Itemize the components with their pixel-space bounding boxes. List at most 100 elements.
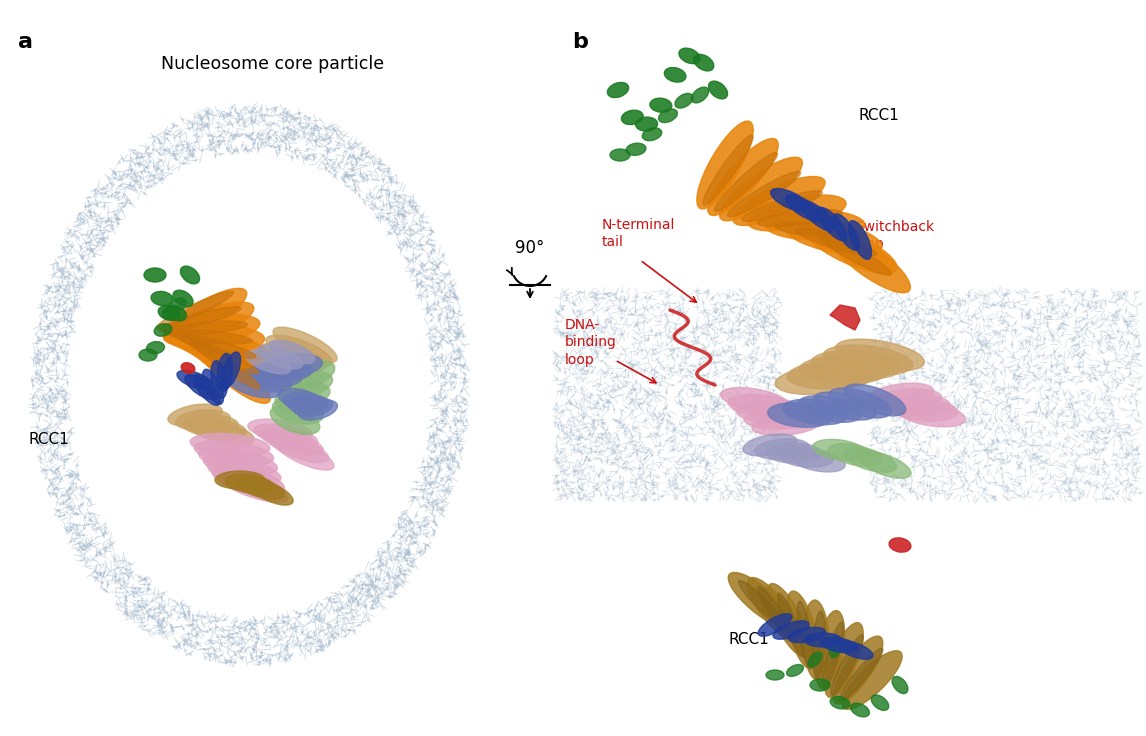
Ellipse shape [767,584,809,657]
Ellipse shape [747,578,801,643]
Ellipse shape [203,369,223,404]
Ellipse shape [784,219,882,255]
Ellipse shape [285,361,335,389]
Ellipse shape [778,593,804,657]
Ellipse shape [678,48,700,63]
Ellipse shape [246,358,316,381]
Ellipse shape [194,375,220,406]
Ellipse shape [766,210,865,240]
Ellipse shape [845,384,905,416]
Ellipse shape [248,364,303,386]
Ellipse shape [185,375,217,400]
Ellipse shape [607,82,629,98]
Ellipse shape [825,623,863,698]
Ellipse shape [170,298,187,312]
Ellipse shape [258,359,313,381]
Ellipse shape [733,177,825,225]
Ellipse shape [288,395,328,413]
Ellipse shape [181,363,195,373]
Ellipse shape [821,637,857,653]
Ellipse shape [198,447,277,474]
Ellipse shape [759,614,792,636]
Ellipse shape [156,291,234,329]
Ellipse shape [804,224,897,274]
Ellipse shape [621,110,643,124]
Ellipse shape [874,389,942,411]
Ellipse shape [267,434,329,462]
Ellipse shape [892,676,908,693]
Ellipse shape [207,461,284,492]
Ellipse shape [776,222,861,238]
Ellipse shape [774,620,809,640]
Ellipse shape [155,324,172,336]
Ellipse shape [817,208,847,241]
Ellipse shape [675,93,693,108]
Ellipse shape [270,406,320,434]
Ellipse shape [246,479,293,505]
Ellipse shape [299,400,337,420]
Ellipse shape [187,336,270,389]
Ellipse shape [736,401,806,423]
Ellipse shape [738,581,787,629]
Ellipse shape [215,471,265,489]
Ellipse shape [871,695,889,710]
Ellipse shape [783,400,847,425]
Ellipse shape [165,305,187,321]
Ellipse shape [889,538,911,552]
Ellipse shape [203,455,281,484]
Ellipse shape [259,343,327,371]
Ellipse shape [835,339,925,371]
Ellipse shape [173,290,193,307]
Ellipse shape [238,368,292,392]
Ellipse shape [254,424,317,448]
Ellipse shape [282,371,332,397]
Text: RCC1: RCC1 [728,632,769,647]
Ellipse shape [183,415,238,435]
Ellipse shape [743,434,798,456]
Ellipse shape [273,328,337,363]
Ellipse shape [823,345,912,375]
Ellipse shape [728,394,798,417]
Ellipse shape [816,611,845,690]
Ellipse shape [720,158,802,221]
Ellipse shape [191,420,246,440]
Ellipse shape [181,336,259,374]
Ellipse shape [748,195,846,231]
Ellipse shape [786,591,818,669]
Ellipse shape [808,652,822,667]
Ellipse shape [180,334,270,376]
Ellipse shape [866,383,934,407]
Ellipse shape [801,201,834,231]
Ellipse shape [839,648,882,701]
Ellipse shape [269,340,315,364]
Ellipse shape [691,87,708,103]
Text: Switchback
loop: Switchback loop [855,220,934,251]
Ellipse shape [843,447,896,473]
Ellipse shape [147,342,165,354]
Ellipse shape [190,339,260,389]
Ellipse shape [728,171,801,216]
Ellipse shape [163,289,246,342]
Ellipse shape [245,350,291,374]
Ellipse shape [829,444,882,467]
Text: a: a [18,32,33,52]
Ellipse shape [758,587,796,644]
Ellipse shape [882,394,950,416]
Ellipse shape [752,412,822,436]
Ellipse shape [174,331,268,363]
Ellipse shape [267,354,322,376]
Ellipse shape [626,144,646,155]
Ellipse shape [770,188,809,211]
Ellipse shape [610,149,630,161]
Ellipse shape [741,191,822,222]
Ellipse shape [813,439,868,461]
Text: Nucleosome core particle: Nucleosome core particle [162,55,385,73]
Ellipse shape [275,390,327,414]
Ellipse shape [728,573,792,628]
Text: RCC1: RCC1 [858,108,898,123]
Ellipse shape [211,361,227,398]
Ellipse shape [151,291,173,305]
Ellipse shape [823,622,843,688]
Ellipse shape [798,396,862,422]
Ellipse shape [708,81,728,99]
